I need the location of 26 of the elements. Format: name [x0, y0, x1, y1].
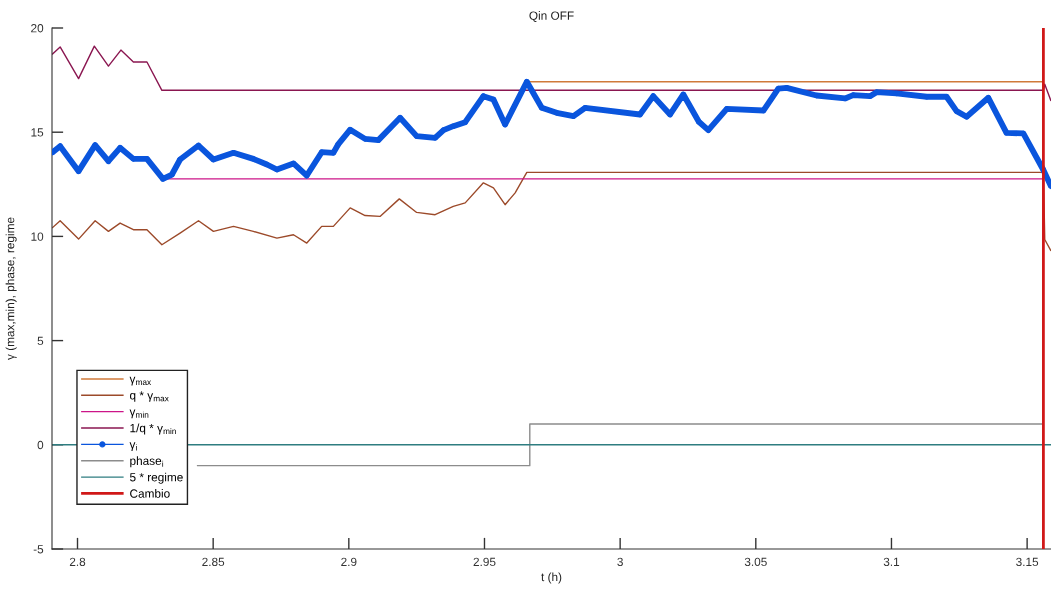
y-tick-label: 15 — [31, 128, 44, 137]
x-tick-label: 2.9 — [341, 557, 357, 566]
x-tick-label: 2.85 — [202, 557, 225, 566]
y-tick-label: 0 — [37, 440, 44, 450]
x-tick-label: 3.05 — [744, 557, 767, 566]
legend-label: γ$_{i}$ — [129, 442, 137, 451]
x-axis-title: t (h) — [541, 572, 562, 584]
x-tick-label: 3.15 — [1016, 557, 1039, 566]
y-tick-label: -5 — [33, 545, 44, 554]
y-tick-label: 10 — [31, 232, 44, 241]
x-tick-label: 2.8 — [69, 557, 86, 566]
x-tick-label: 2.95 — [473, 557, 496, 566]
y-axis-title: γ (max,min), phase, regime — [5, 217, 17, 360]
x-tick-label: 3.1 — [883, 557, 900, 566]
x-tick-label: 3 — [617, 557, 623, 566]
legend-label: 5 * regime — [129, 472, 183, 484]
y-tick-label: 5 — [37, 336, 44, 345]
y-tick-label: 20 — [31, 24, 44, 33]
legend-label: Cambio — [130, 489, 170, 498]
legend-label: q * γ$_{max}$ — [130, 391, 169, 402]
legend-label: γ$_{min}$ — [129, 409, 149, 419]
legend-label: γ$_{max}$ — [129, 376, 152, 386]
line-series — [52, 45, 1051, 102]
legend-label: 1/q * γ$_{min}$ — [130, 423, 176, 435]
chart-title: Qin OFF — [529, 11, 574, 22]
legend-label: phase$_{i}$ — [130, 456, 164, 468]
